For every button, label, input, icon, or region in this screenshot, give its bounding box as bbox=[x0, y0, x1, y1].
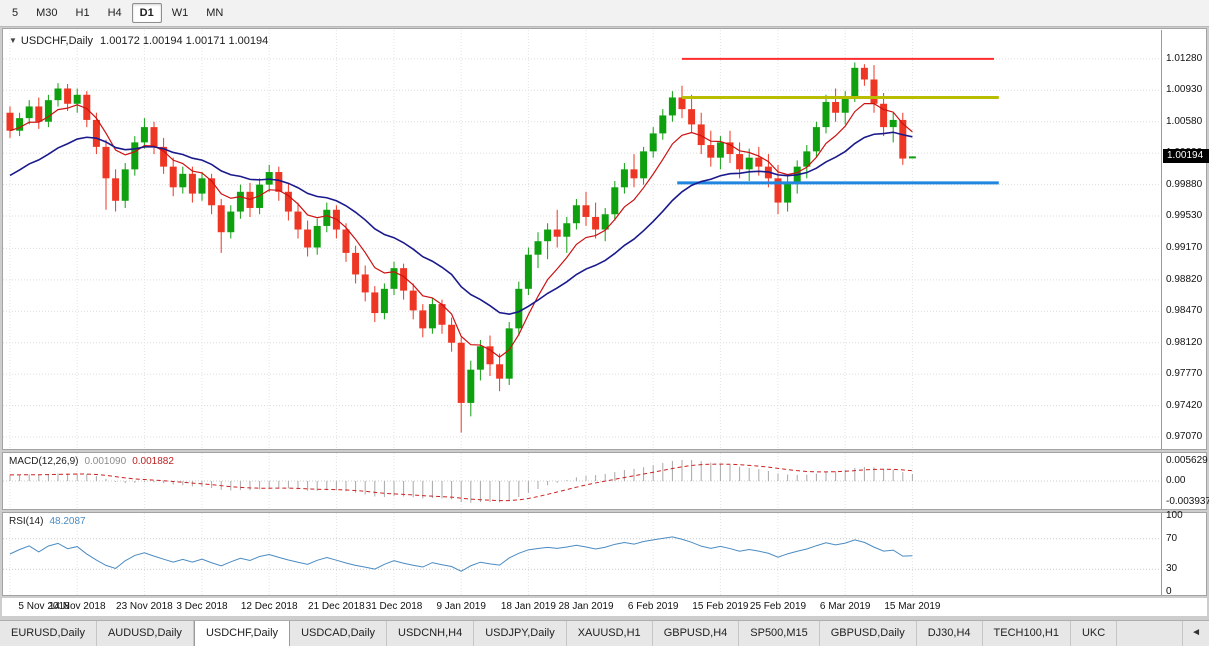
date-axis-panel bbox=[2, 598, 1207, 616]
chart-tab-tech100-h1[interactable]: TECH100,H1 bbox=[982, 621, 1071, 646]
macd-main-value: 0.001090 bbox=[84, 456, 127, 467]
chart-tab-ukc[interactable]: UKC bbox=[1070, 621, 1118, 646]
timeframe-button-h4[interactable]: H4 bbox=[107, 7, 122, 19]
rsi-indicator bbox=[3, 536, 1160, 572]
chart-symbol-label: USDCHF,Daily bbox=[20, 35, 94, 47]
chart-tab-gbpusd-h4[interactable]: GBPUSD,H4 bbox=[652, 621, 740, 646]
chart-tab-sp500-m15[interactable]: SP500,M15 bbox=[739, 621, 820, 646]
macd-indicator-title: MACD(12,26,9) 0.001090 0.001882 bbox=[9, 456, 174, 467]
chart-tab-usdcad-daily[interactable]: USDCAD,Daily bbox=[290, 621, 388, 646]
chart-tab-usdchf-daily[interactable]: USDCHF,Daily bbox=[193, 621, 291, 646]
rsi-indicator-title: RSI(14) 48.2087 bbox=[9, 516, 86, 527]
chart-tab-eurusd-daily[interactable]: EURUSD,Daily bbox=[0, 621, 97, 646]
tab-scroll-left-icon[interactable]: ◄ bbox=[1182, 621, 1209, 646]
chart-tab-gbpusd-daily[interactable]: GBPUSD,Daily bbox=[819, 621, 917, 646]
rsi-label: RSI(14) bbox=[9, 516, 44, 527]
collapse-triangle-icon[interactable]: ▼ bbox=[9, 36, 17, 45]
chart-ohlc-values: 1.00172 1.00194 1.00171 1.00194 bbox=[100, 35, 269, 47]
price-chart-panel[interactable] bbox=[2, 28, 1207, 450]
timeframe-button-mn[interactable]: MN bbox=[206, 7, 224, 19]
chart-tab-xauusd-h1[interactable]: XAUUSD,H1 bbox=[566, 621, 653, 646]
macd-label: MACD(12,26,9) bbox=[9, 456, 79, 467]
chart-title: ▼ USDCHF,Daily 1.00172 1.00194 1.00171 1.0… bbox=[9, 35, 268, 47]
macd-signal-value: 0.001882 bbox=[132, 456, 174, 467]
timeframe-button-w1[interactable]: W1 bbox=[171, 7, 189, 19]
chart-tab-dj30-h4[interactable]: DJ30,H4 bbox=[916, 621, 983, 646]
moving-average-lines bbox=[9, 102, 913, 358]
timeframe-button-d1[interactable]: D1 bbox=[131, 3, 162, 23]
chart-tab-audusd-daily[interactable]: AUDUSD,Daily bbox=[96, 621, 194, 646]
macd-indicator bbox=[3, 459, 1160, 503]
timeframe-button-5[interactable]: 5 bbox=[12, 7, 19, 19]
chart-tab-usdjpy-daily[interactable]: USDJPY,Daily bbox=[474, 621, 567, 646]
symbol-tab-bar: EURUSD,Daily AUDUSD,Daily USDCHF,Daily USDC… bbox=[0, 620, 1209, 646]
rsi-panel[interactable] bbox=[2, 512, 1207, 596]
horizontal-level-lines bbox=[677, 57, 999, 185]
timeframe-button-m30[interactable]: M30 bbox=[36, 7, 58, 19]
timeframe-button-h1[interactable]: H1 bbox=[75, 7, 90, 19]
chart-tab-usdcnh-h4[interactable]: USDCNH,H4 bbox=[387, 621, 475, 646]
rsi-value: 48.2087 bbox=[49, 516, 86, 527]
timeframe-toolbar: 5 M30 H1 H4 D1 W1 MN bbox=[0, 0, 1209, 27]
grid-lines bbox=[3, 30, 1160, 595]
candles bbox=[6, 62, 916, 433]
